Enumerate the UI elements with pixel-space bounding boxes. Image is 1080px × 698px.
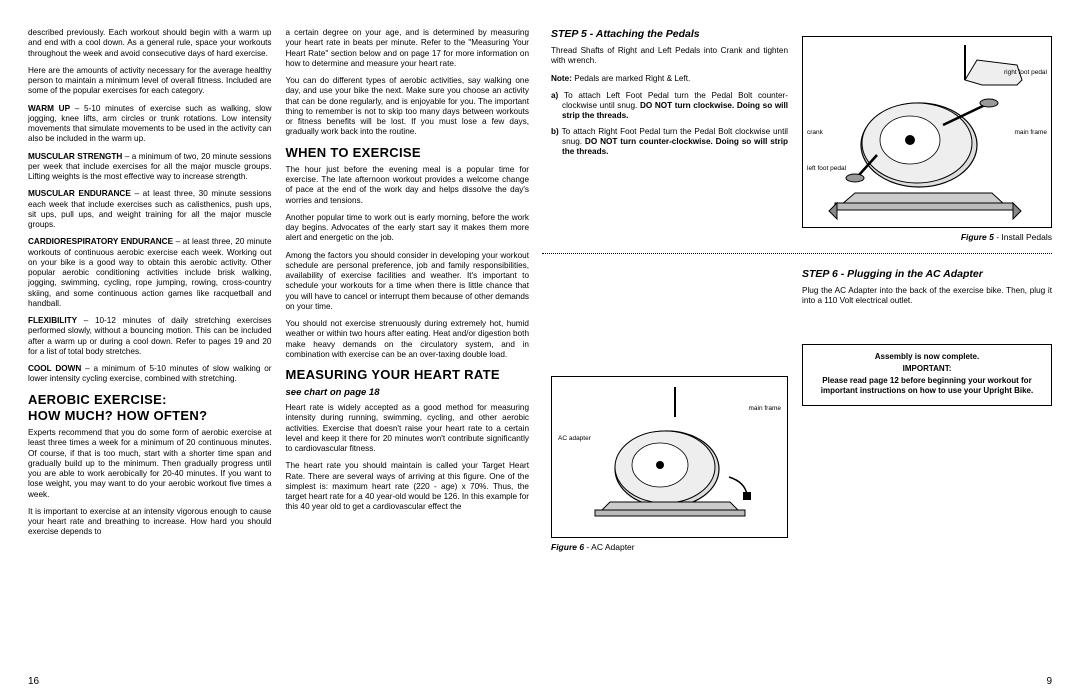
important-box: Assembly is now complete. IMPORTANT: Ple…: [802, 344, 1052, 406]
body-text: Thread Shafts of Right and Left Pedals i…: [551, 46, 788, 67]
body-text: COOL DOWN – a minimum of 5-10 minutes of…: [28, 364, 272, 385]
step5-list: a) To attach Left Foot Pedal turn the Pe…: [551, 91, 788, 158]
body-text: FLEXIBILITY – 10-12 minutes of daily str…: [28, 316, 272, 357]
step5-heading: STEP 5 - Attaching the Pedals: [551, 28, 788, 41]
body-text: You can do different types of aerobic ac…: [286, 76, 530, 138]
body-text: MUSCULAR ENDURANCE – at least three, 30 …: [28, 189, 272, 230]
dotted-separator: [542, 253, 1052, 254]
heading-aerobic: AEROBIC EXERCISE:HOW MUCH? HOW OFTEN?: [28, 392, 272, 425]
body-text: a certain degree on your age, and is det…: [286, 28, 530, 69]
body-text: You should not exercise strenuously duri…: [286, 319, 530, 360]
body-text: Heart rate is widely accepted as a good …: [286, 403, 530, 454]
step6-heading: STEP 6 - Plugging in the AC Adapter: [802, 268, 1052, 281]
body-text: MUSCULAR STRENGTH – a minimum of two, 20…: [28, 152, 272, 183]
body-text: Among the factors you should consider in…: [286, 251, 530, 313]
page-number: 9: [1046, 676, 1052, 689]
subheading-chart: see chart on page 18: [286, 387, 530, 399]
heading-heartrate: MEASURING YOUR HEART RATE: [286, 367, 530, 383]
body-text: Another popular time to work out is earl…: [286, 213, 530, 244]
left-col-2: a certain degree on your age, and is det…: [286, 28, 530, 678]
page-number: 16: [28, 676, 39, 689]
body-text: described previously. Each workout shoul…: [28, 28, 272, 59]
right-left-col: STEP 5 - Attaching the Pedals Thread Sha…: [551, 28, 788, 678]
body-text: WARM UP – 5-10 minutes of exercise such …: [28, 104, 272, 145]
step6-figure-col: main frame AC adapter Figure 6 - AC Adap…: [551, 376, 788, 553]
body-text: CARDIORESPIRATORY ENDURANCE – at least t…: [28, 237, 272, 309]
body-text: The hour just before the evening meal is…: [286, 165, 530, 206]
body-text: The heart rate you should maintain is ca…: [286, 461, 530, 512]
right-page: STEP 5 - Attaching the Pedals Thread Sha…: [551, 28, 1052, 678]
figure5-box: right foot pedal main frame crank left f…: [802, 36, 1052, 228]
figure6-box: main frame AC adapter: [551, 376, 788, 538]
figure5-caption: Figure 5 - Install Pedals: [802, 232, 1052, 243]
figure6-caption: Figure 6 - AC Adapter: [551, 542, 788, 553]
body-text: Plug the AC Adapter into the back of the…: [802, 286, 1052, 307]
bike-adapter-icon: [585, 387, 755, 527]
left-col-1: described previously. Each workout shoul…: [28, 28, 272, 678]
heading-when: WHEN TO EXERCISE: [286, 145, 530, 161]
right-right-col: right foot pedal main frame crank left f…: [802, 28, 1052, 678]
body-text: It is important to exercise at an intens…: [28, 507, 272, 538]
body-text: Experts recommend that you do some form …: [28, 428, 272, 500]
left-page: described previously. Each workout shoul…: [28, 28, 529, 678]
body-text: Note: Pedals are marked Right & Left.: [551, 74, 788, 84]
body-text: Here are the amounts of activity necessa…: [28, 66, 272, 97]
